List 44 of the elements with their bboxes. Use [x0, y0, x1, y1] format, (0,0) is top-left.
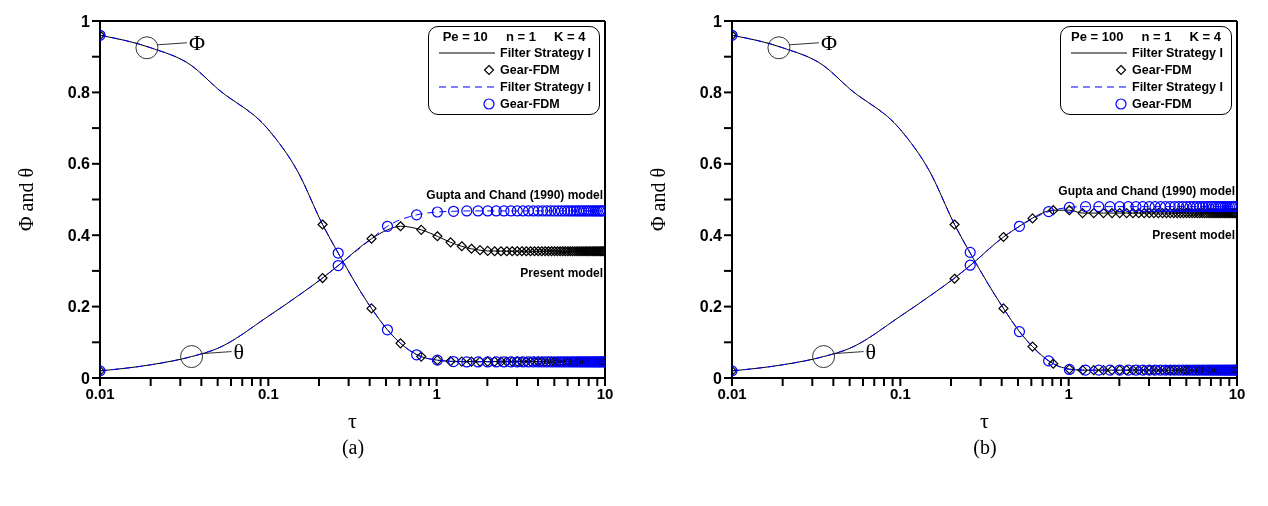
y-tick-label: 1 [713, 12, 723, 30]
annotation: Gupta and Chand (1990) model [426, 187, 603, 202]
annotation: Present model [1152, 228, 1235, 243]
y-tick-label: 0.8 [67, 84, 91, 102]
legend-label: Filter Strategy I [500, 79, 591, 94]
x-tick-label: 0.1 [889, 384, 911, 402]
y-tick-label: 0.4 [67, 226, 91, 244]
x-tick-label: 0.01 [717, 384, 747, 402]
annotation: Present model [520, 266, 603, 281]
y-axis-title: Φ and θ [647, 167, 670, 232]
legend-title: Pe = 100 n = 1 K = 4 [1070, 29, 1222, 44]
y-tick-label: 1 [81, 12, 91, 30]
legend-label: Gear-FDM [500, 62, 560, 77]
legend-label: Gear-FDM [1132, 62, 1192, 77]
y-tick-label: 0.4 [699, 226, 723, 244]
annotation: θ [865, 338, 877, 364]
text: (a) [340, 436, 366, 459]
x-axis-title: τ [348, 408, 358, 433]
y-tick-label: 0.2 [67, 298, 91, 316]
x-tick-label: 10 [1228, 384, 1246, 402]
y-tick-label: 0.6 [699, 155, 723, 173]
x-tick-label: 10 [596, 384, 614, 402]
y-tick-label: 0 [81, 369, 91, 387]
legend-label: Gear-FDM [500, 96, 560, 111]
y-axis-title: Φ and θ [15, 167, 38, 232]
x-tick-label: 0.01 [85, 384, 115, 402]
legend-title: Pe = 10 n = 1 K = 4 [441, 29, 587, 44]
annotation: Φ [820, 29, 838, 55]
y-tick-label: 0.6 [67, 155, 91, 173]
legend-label: Filter Strategy I [1132, 45, 1223, 60]
legend-label: Filter Strategy I [500, 45, 591, 60]
x-tick-label: 1 [1064, 384, 1073, 402]
legend-label: Filter Strategy I [1132, 79, 1223, 94]
x-tick-label: 1 [432, 384, 441, 402]
legend-label: Gear-FDM [1132, 96, 1192, 111]
x-axis-title: τ [980, 408, 990, 433]
annotation: θ [233, 338, 245, 364]
annotation: Φ [188, 29, 206, 55]
annotation: Gupta and Chand (1990) model [1058, 183, 1235, 198]
y-tick-label: 0.2 [699, 298, 723, 316]
text: (b) [972, 436, 998, 459]
y-tick-label: 0 [713, 369, 723, 387]
y-tick-label: 0.8 [699, 84, 723, 102]
x-tick-label: 0.1 [257, 384, 279, 402]
